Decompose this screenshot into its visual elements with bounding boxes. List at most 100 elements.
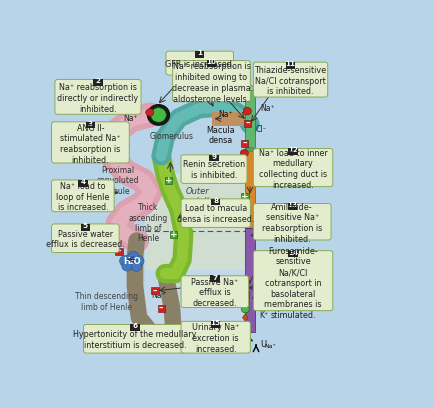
Text: Na⁺: Na⁺ bbox=[108, 151, 123, 160]
Text: 3: 3 bbox=[88, 121, 93, 127]
Text: Na⁺: Na⁺ bbox=[260, 159, 275, 168]
Circle shape bbox=[131, 255, 144, 267]
FancyBboxPatch shape bbox=[158, 305, 165, 312]
FancyBboxPatch shape bbox=[243, 120, 251, 126]
Text: H₂O: H₂O bbox=[123, 257, 141, 266]
FancyBboxPatch shape bbox=[253, 62, 328, 97]
Polygon shape bbox=[243, 314, 248, 322]
Text: 9: 9 bbox=[211, 154, 217, 160]
Text: Inner
medulla: Inner medulla bbox=[180, 275, 214, 294]
Text: –: – bbox=[159, 304, 164, 313]
Text: –: – bbox=[117, 247, 122, 256]
FancyBboxPatch shape bbox=[240, 140, 248, 146]
Text: 2: 2 bbox=[95, 78, 101, 84]
FancyBboxPatch shape bbox=[288, 148, 298, 155]
Circle shape bbox=[243, 107, 251, 115]
FancyBboxPatch shape bbox=[181, 276, 249, 308]
FancyBboxPatch shape bbox=[145, 173, 251, 271]
FancyBboxPatch shape bbox=[288, 251, 298, 257]
Text: 7: 7 bbox=[212, 275, 217, 281]
Circle shape bbox=[146, 109, 154, 116]
Text: Urinary Na⁺
excretion is
increased.: Urinary Na⁺ excretion is increased. bbox=[192, 323, 240, 354]
Text: 11: 11 bbox=[286, 61, 296, 67]
Text: –: – bbox=[245, 119, 250, 128]
Text: ANG II-
stimulated Na⁺
reabsorption is
inhibited.: ANG II- stimulated Na⁺ reabsorption is i… bbox=[60, 124, 121, 165]
Text: Na⁺: Na⁺ bbox=[260, 285, 275, 294]
Text: –: – bbox=[243, 290, 247, 299]
FancyBboxPatch shape bbox=[181, 322, 250, 353]
FancyBboxPatch shape bbox=[78, 180, 88, 186]
Circle shape bbox=[124, 256, 139, 270]
Text: Passive Na⁺
efflux is
decreased.: Passive Na⁺ efflux is decreased. bbox=[191, 278, 238, 308]
Text: Na⁺: Na⁺ bbox=[260, 104, 275, 113]
Text: +: + bbox=[241, 192, 249, 201]
FancyBboxPatch shape bbox=[245, 149, 255, 228]
Text: Na⁺: Na⁺ bbox=[218, 111, 233, 120]
FancyBboxPatch shape bbox=[130, 324, 140, 331]
FancyBboxPatch shape bbox=[207, 60, 216, 67]
Circle shape bbox=[131, 262, 142, 271]
Text: Na⁺ load to
loop of Henle
is increased.: Na⁺ load to loop of Henle is increased. bbox=[56, 182, 109, 213]
FancyBboxPatch shape bbox=[209, 155, 219, 162]
Text: Cl⁻: Cl⁻ bbox=[256, 124, 267, 133]
Text: Amiloride-
sensitive Na⁺
reabsorption is
inhibited.: Amiloride- sensitive Na⁺ reabsorption is… bbox=[262, 203, 322, 244]
Text: –: – bbox=[242, 139, 247, 148]
Text: Proximal
convoluted
tubule: Proximal convoluted tubule bbox=[97, 166, 139, 196]
Text: Renin secretion
is inhibited.: Renin secretion is inhibited. bbox=[183, 160, 245, 180]
FancyBboxPatch shape bbox=[253, 204, 331, 240]
Circle shape bbox=[148, 104, 170, 125]
Text: Na⁺: Na⁺ bbox=[264, 344, 276, 349]
FancyBboxPatch shape bbox=[83, 324, 187, 353]
FancyBboxPatch shape bbox=[166, 51, 233, 75]
Circle shape bbox=[151, 108, 166, 122]
Circle shape bbox=[241, 305, 249, 313]
Text: 5: 5 bbox=[83, 223, 88, 229]
Text: +: + bbox=[170, 230, 178, 239]
FancyBboxPatch shape bbox=[181, 199, 250, 227]
Text: Na⁺ load to inner
medullary
collecting duct is
increased.: Na⁺ load to inner medullary collecting d… bbox=[259, 149, 327, 190]
Text: +: + bbox=[165, 176, 172, 185]
Text: Glomerulus: Glomerulus bbox=[150, 132, 194, 141]
FancyBboxPatch shape bbox=[245, 88, 255, 149]
FancyBboxPatch shape bbox=[75, 150, 82, 157]
FancyBboxPatch shape bbox=[52, 180, 114, 212]
Circle shape bbox=[122, 262, 132, 271]
Text: Na⁺ reabsorption is
inhibited owing to
decrease in plasma
aldosterone levels.: Na⁺ reabsorption is inhibited owing to d… bbox=[172, 62, 251, 104]
FancyBboxPatch shape bbox=[241, 193, 249, 200]
Text: +: + bbox=[241, 297, 249, 306]
Text: Macula
densa: Macula densa bbox=[207, 126, 235, 145]
FancyBboxPatch shape bbox=[165, 177, 172, 184]
Text: –: – bbox=[127, 96, 131, 105]
FancyBboxPatch shape bbox=[145, 271, 251, 341]
Text: Passive water
efflux is decreased.: Passive water efflux is decreased. bbox=[46, 230, 125, 249]
Circle shape bbox=[119, 255, 132, 267]
Text: Thin descending
limb of Henle: Thin descending limb of Henle bbox=[75, 292, 138, 312]
FancyBboxPatch shape bbox=[52, 122, 129, 163]
FancyBboxPatch shape bbox=[81, 224, 90, 231]
Text: –: – bbox=[153, 286, 158, 295]
Ellipse shape bbox=[245, 86, 255, 91]
Text: GFR is increased.: GFR is increased. bbox=[165, 60, 234, 69]
FancyBboxPatch shape bbox=[253, 251, 333, 310]
Text: U: U bbox=[260, 340, 266, 349]
FancyBboxPatch shape bbox=[173, 60, 250, 102]
Text: 15: 15 bbox=[210, 320, 221, 326]
Text: 6: 6 bbox=[132, 324, 138, 329]
FancyBboxPatch shape bbox=[55, 80, 141, 114]
Text: Thiazide-sensitive
Na/Cl cotransport
is inhibited.: Thiazide-sensitive Na/Cl cotransport is … bbox=[254, 66, 327, 96]
FancyBboxPatch shape bbox=[170, 231, 178, 238]
Text: Cl⁻: Cl⁻ bbox=[259, 298, 270, 307]
FancyBboxPatch shape bbox=[253, 149, 333, 186]
FancyBboxPatch shape bbox=[52, 224, 119, 253]
Circle shape bbox=[240, 149, 248, 157]
FancyBboxPatch shape bbox=[210, 275, 220, 282]
Circle shape bbox=[128, 251, 139, 262]
Text: K⁺: K⁺ bbox=[259, 311, 268, 320]
FancyBboxPatch shape bbox=[287, 203, 297, 210]
FancyBboxPatch shape bbox=[195, 51, 204, 58]
Text: Load to macula
densa is increased.: Load to macula densa is increased. bbox=[177, 204, 254, 224]
FancyBboxPatch shape bbox=[242, 297, 249, 304]
Text: 13: 13 bbox=[287, 202, 297, 208]
Text: 10: 10 bbox=[207, 60, 217, 65]
Text: 12: 12 bbox=[288, 147, 298, 153]
